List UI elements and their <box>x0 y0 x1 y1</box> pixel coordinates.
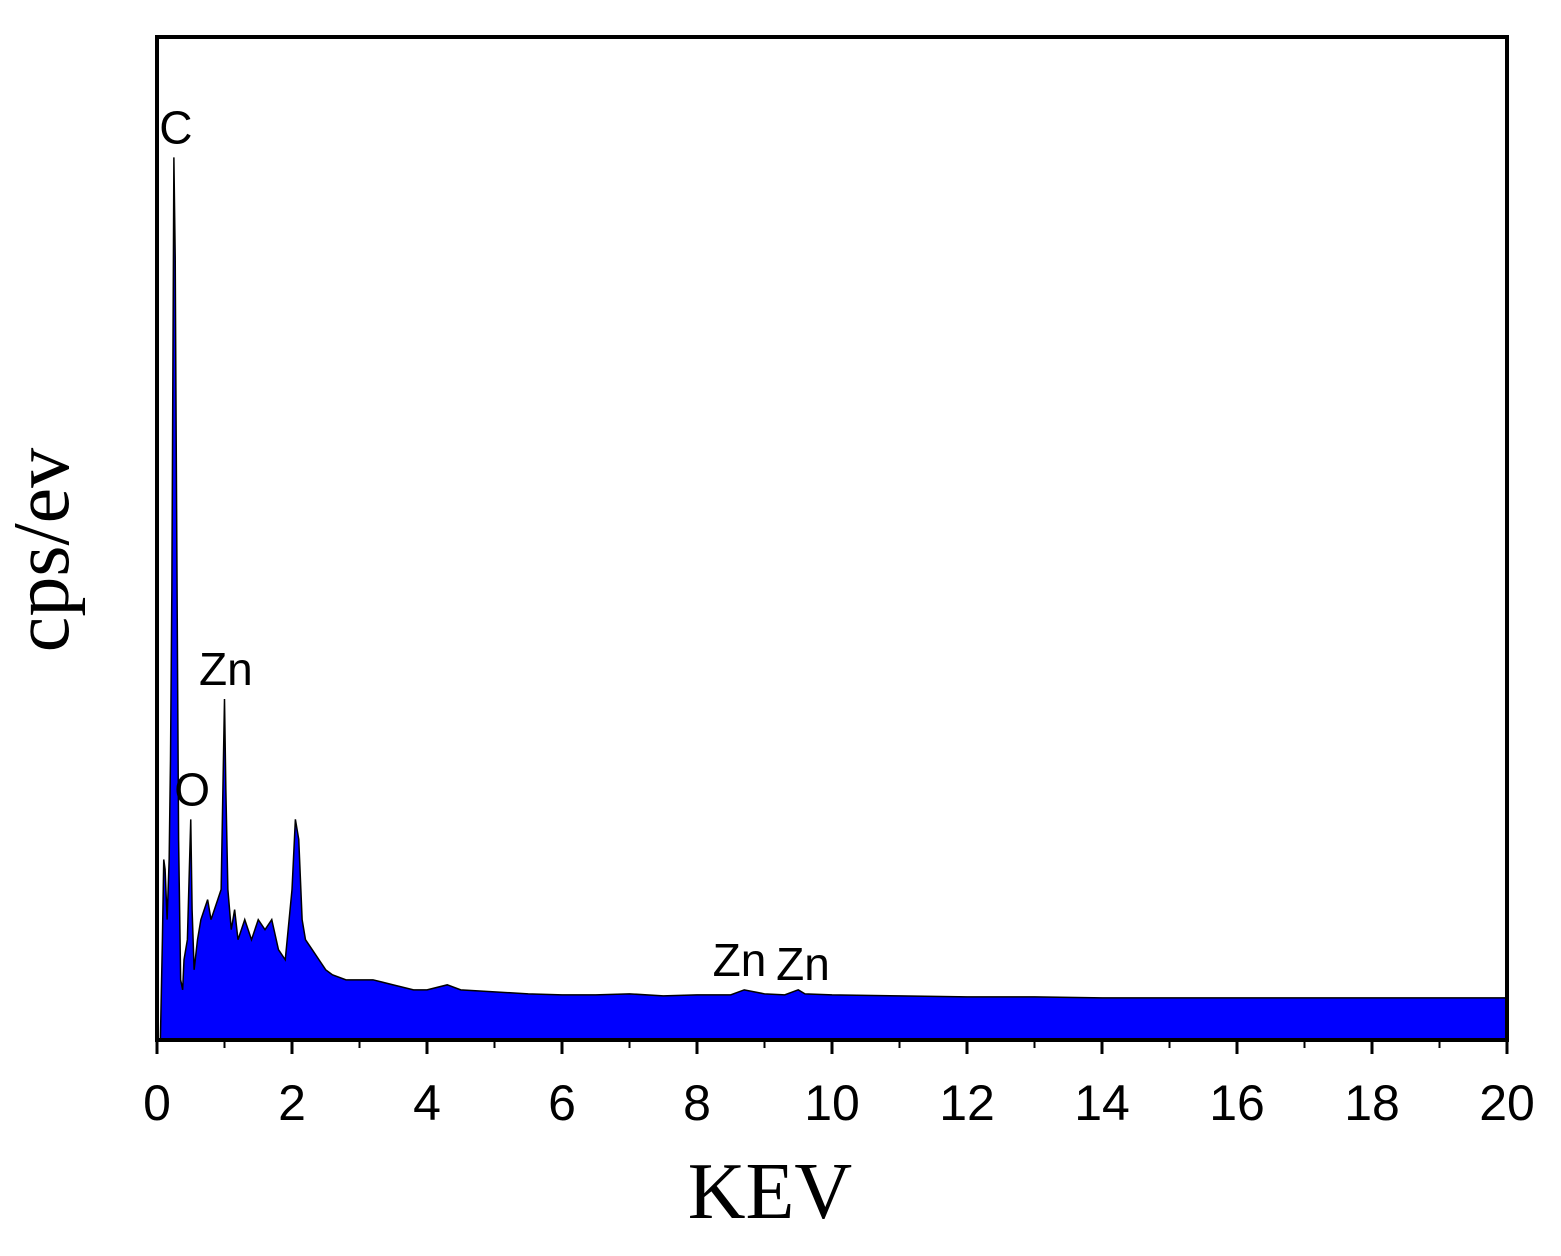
x-tick-label: 16 <box>1209 1075 1265 1131</box>
spectrum-outline-0 <box>157 157 1507 1041</box>
x-tick-label: 8 <box>683 1075 711 1131</box>
peak-label: Zn <box>199 643 253 695</box>
x-tick-label: 0 <box>143 1075 171 1131</box>
x-tick-label: 14 <box>1074 1075 1130 1131</box>
x-tick-label: 6 <box>548 1075 576 1131</box>
x-tick-label: 4 <box>413 1075 441 1131</box>
x-tick-label: 2 <box>278 1075 306 1131</box>
peak-label: C <box>159 101 192 153</box>
plot-frame <box>155 35 1509 1042</box>
spectrum-area-0 <box>157 157 1507 1041</box>
x-tick-label: 18 <box>1344 1075 1400 1131</box>
peak-label: Zn <box>776 938 830 990</box>
x-tick-label: 12 <box>939 1075 995 1131</box>
x-tick-label: 10 <box>804 1075 860 1131</box>
x-axis-ticks: 0 2 4 6 8 10 12 14 16 18 20 <box>143 1040 1535 1131</box>
peak-label: Zn <box>713 934 767 986</box>
plot-area <box>157 157 1507 1041</box>
plot-border <box>155 35 1509 1042</box>
y-axis-title: cps/ev <box>0 448 86 652</box>
x-tick-label: 20 <box>1479 1075 1535 1131</box>
x-axis-title: KEV <box>688 1148 852 1236</box>
peak-label: O <box>174 763 210 815</box>
